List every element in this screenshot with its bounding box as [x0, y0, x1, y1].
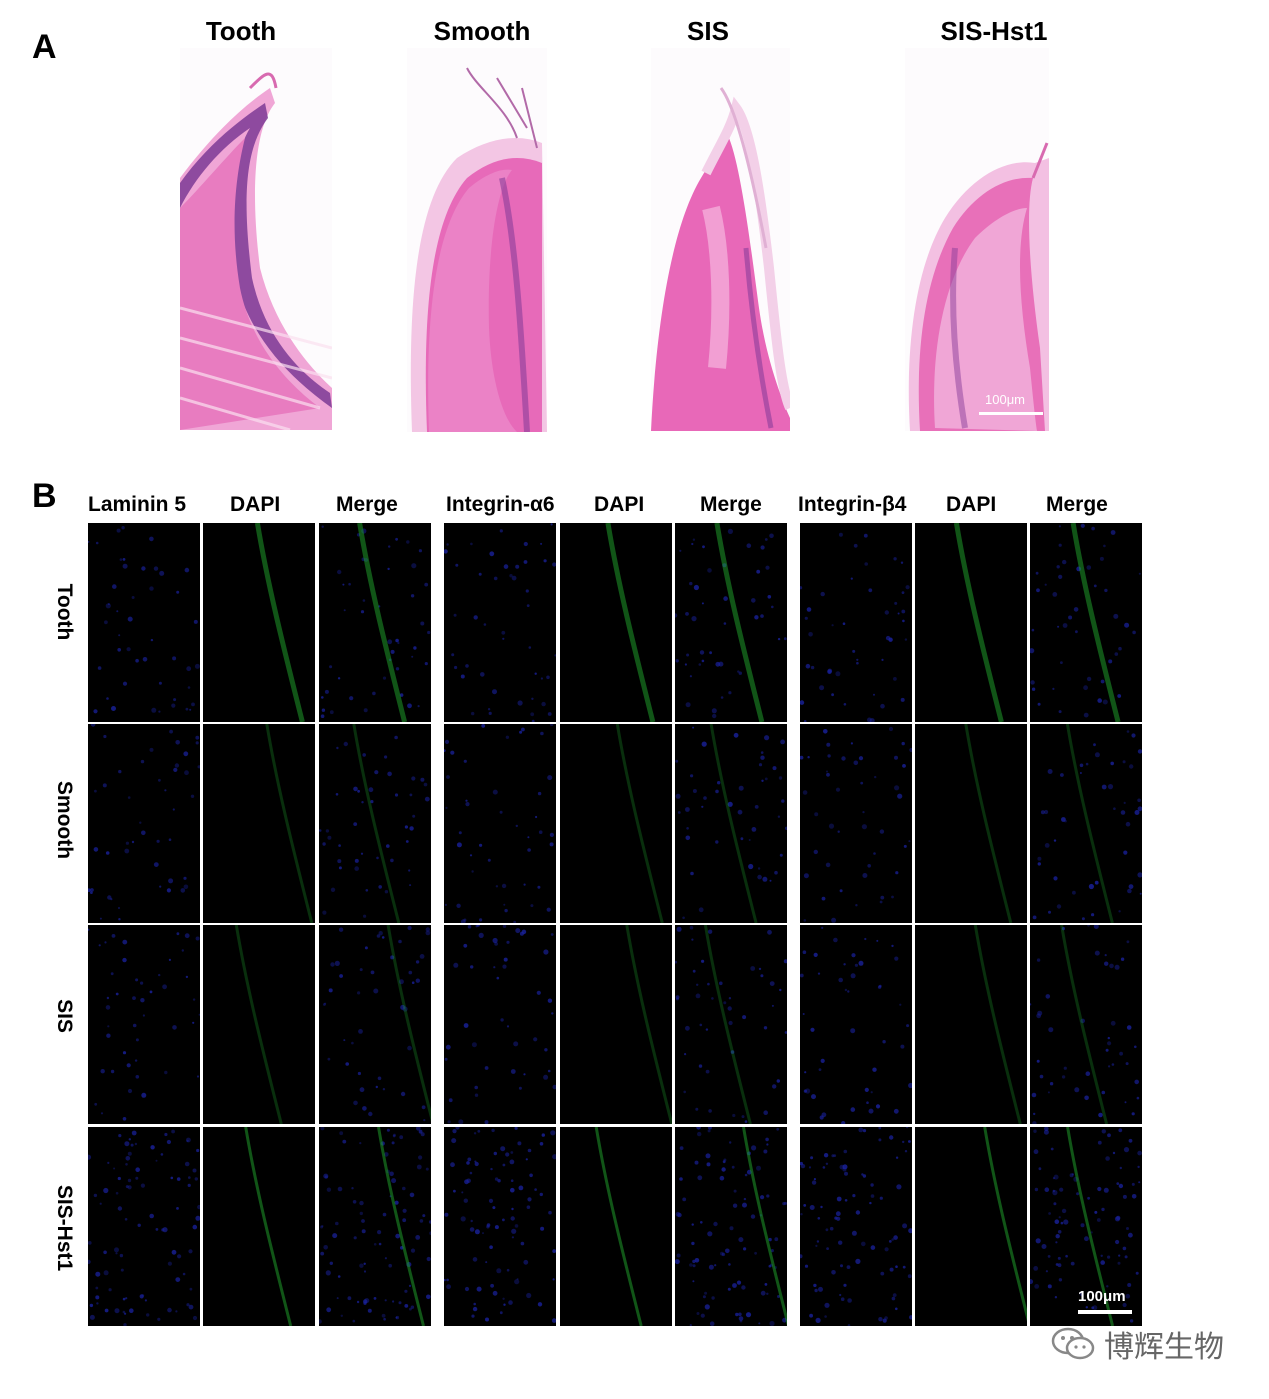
if-image-tooth-merge2: [675, 523, 787, 722]
if-image-smooth-merge2: [675, 724, 787, 923]
if-image-sis-dapi1: [203, 925, 315, 1124]
if-image-tooth-laminin5: [88, 523, 200, 722]
he-scale-bar: [979, 412, 1043, 415]
if-image-smooth-dapi1: [203, 724, 315, 923]
if-image-sis-hst1-dapi3: [915, 1127, 1027, 1326]
if-image-sis-merge3: [1030, 925, 1142, 1124]
col-header-merge-1: Merge: [336, 493, 398, 516]
col-header-laminin5: Laminin 5: [88, 493, 187, 516]
if-image-sis-hst1-merge2: [675, 1127, 787, 1326]
if-image-sis-hst1-integrin-b4: [800, 1127, 912, 1326]
wechat-icon: [1051, 1327, 1095, 1360]
if-image-sis-integrin-a6: [444, 925, 556, 1124]
if-image-smooth-merge1: [319, 724, 431, 923]
row-label-smooth: Smooth: [53, 780, 76, 860]
if-image-smooth-merge3: [1030, 724, 1142, 923]
if-scale-bar: [1078, 1310, 1132, 1314]
col-header-integrin-a6: Integrin-α6: [446, 493, 555, 516]
if-image-sis-merge1: [319, 925, 431, 1124]
col-header-dapi-1: DAPI: [230, 493, 281, 516]
he-image-sis-hst1: 100μm: [905, 48, 1049, 431]
if-image-smooth-integrin-a6: [444, 724, 556, 923]
if-image-sis-hst1-merge3: [1030, 1127, 1142, 1326]
he-title-sis-hst1: SIS-Hst1: [940, 16, 1048, 46]
watermark-text: 博辉生物: [1104, 1331, 1224, 1364]
if-image-tooth-integrin-b4: [800, 523, 912, 722]
if-image-smooth-dapi2: [560, 724, 672, 923]
if-image-sis-dapi3: [915, 925, 1027, 1124]
row-label-tooth: Tooth: [53, 583, 76, 641]
col-header-merge-3: Merge: [1046, 493, 1108, 516]
he-title-smooth: Smooth: [433, 16, 531, 46]
panel-a-letter: A: [32, 28, 57, 66]
he-scale-label: 100μm: [985, 392, 1026, 407]
if-image-sis-hst1-laminin5: [88, 1127, 200, 1326]
panel-b-letter: B: [32, 477, 57, 515]
if-image-sis-hst1-merge1: [319, 1127, 431, 1326]
if-image-tooth-dapi2: [560, 523, 672, 722]
he-title-tooth: Tooth: [205, 16, 277, 46]
watermark: 博辉生物: [1050, 1322, 1224, 1366]
if-image-tooth-merge3: [1030, 523, 1142, 722]
if-image-smooth-dapi3: [915, 724, 1027, 923]
he-image-tooth: [180, 48, 332, 430]
col-header-dapi-2: DAPI: [594, 493, 645, 516]
row-label-sis: SIS: [53, 999, 76, 1033]
col-header-integrin-b4: Integrin-β4: [798, 493, 907, 516]
if-image-sis-hst1-dapi2: [560, 1127, 672, 1326]
if-image-sis-hst1-integrin-a6: [444, 1127, 556, 1326]
col-header-dapi-3: DAPI: [946, 493, 997, 516]
if-image-tooth-dapi3: [915, 523, 1027, 722]
if-image-smooth-integrin-b4: [800, 724, 912, 923]
he-image-sis: [651, 48, 790, 431]
if-image-tooth-integrin-a6: [444, 523, 556, 722]
he-title-sis: SIS: [687, 16, 729, 46]
row-label-sis-hst1: SIS-Hst1: [53, 1184, 76, 1272]
if-image-smooth-laminin5: [88, 724, 200, 923]
if-scale-label: 100μm: [1078, 1288, 1126, 1305]
if-image-sis-hst1-dapi1: [203, 1127, 315, 1326]
if-image-sis-dapi2: [560, 925, 672, 1124]
if-image-sis-laminin5: [88, 925, 200, 1124]
if-image-tooth-dapi1: [203, 523, 315, 722]
if-image-tooth-merge1: [319, 523, 431, 722]
if-image-sis-integrin-b4: [800, 925, 912, 1124]
col-header-merge-2: Merge: [700, 493, 762, 516]
if-image-sis-merge2: [675, 925, 787, 1124]
he-image-smooth: [407, 48, 547, 432]
